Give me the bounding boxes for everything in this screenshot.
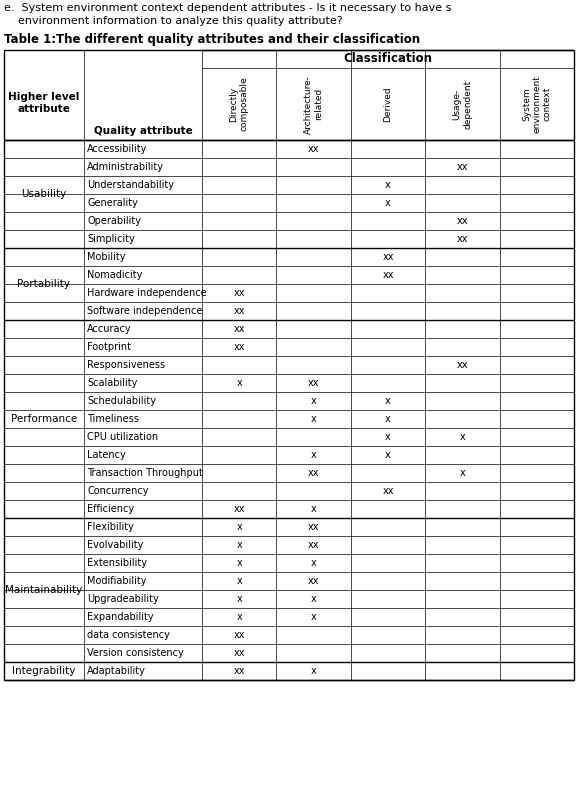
Text: Higher level
attribute: Higher level attribute (8, 92, 80, 114)
Text: x: x (459, 432, 465, 442)
Text: x: x (311, 414, 316, 424)
Text: Efficiency: Efficiency (87, 504, 134, 514)
Text: Flexibility: Flexibility (87, 522, 134, 532)
Text: xx: xx (456, 162, 468, 172)
Text: Integrability: Integrability (12, 666, 76, 676)
Text: Performance: Performance (11, 414, 77, 424)
Text: Expandability: Expandability (87, 612, 153, 622)
Text: x: x (237, 576, 242, 586)
Text: xx: xx (308, 576, 319, 586)
Text: System
environment
context: System environment context (522, 75, 552, 133)
Text: Timeliness: Timeliness (87, 414, 139, 424)
Text: Evolvability: Evolvability (87, 540, 143, 550)
Text: xx: xx (382, 486, 394, 496)
Text: xx: xx (308, 378, 319, 388)
Text: CPU utilization: CPU utilization (87, 432, 158, 442)
Text: xx: xx (456, 360, 468, 370)
Text: Table 1:: Table 1: (4, 33, 56, 46)
Text: Accessibility: Accessibility (87, 144, 147, 154)
Text: x: x (311, 666, 316, 676)
Text: xx: xx (308, 468, 319, 478)
Text: Maintainability: Maintainability (5, 585, 83, 595)
Text: Responsiveness: Responsiveness (87, 360, 165, 370)
Text: xx: xx (308, 144, 319, 154)
Text: data consistency: data consistency (87, 630, 170, 640)
Text: Simplicity: Simplicity (87, 234, 135, 244)
Text: x: x (311, 612, 316, 622)
Text: xx: xx (382, 270, 394, 280)
Text: Accuracy: Accuracy (87, 324, 132, 334)
Text: Concurrency: Concurrency (87, 486, 148, 496)
Text: Understandability: Understandability (87, 180, 174, 190)
Text: xx: xx (234, 342, 245, 352)
Text: xx: xx (456, 234, 468, 244)
Text: The different quality attributes and their classification: The different quality attributes and the… (56, 33, 420, 46)
Text: Quality attribute: Quality attribute (93, 126, 192, 136)
Text: Usage-
dependent: Usage- dependent (453, 80, 472, 129)
Text: Footprint: Footprint (87, 342, 131, 352)
Text: xx: xx (234, 648, 245, 658)
Text: Upgradeability: Upgradeability (87, 594, 159, 604)
Text: Latency: Latency (87, 450, 126, 460)
Text: xx: xx (456, 216, 468, 226)
Text: xx: xx (234, 288, 245, 298)
Text: Adaptability: Adaptability (87, 666, 146, 676)
Text: x: x (385, 396, 391, 406)
Text: Version consistency: Version consistency (87, 648, 183, 658)
Text: Classification: Classification (343, 52, 433, 65)
Text: Nomadicity: Nomadicity (87, 270, 143, 280)
Text: x: x (237, 612, 242, 622)
Text: x: x (311, 450, 316, 460)
Text: Portability: Portability (17, 279, 70, 289)
Text: Directly
composable: Directly composable (230, 76, 249, 131)
Text: environment information to analyze this quality attribute?: environment information to analyze this … (4, 16, 343, 26)
Text: Modifiability: Modifiability (87, 576, 147, 586)
Text: x: x (237, 594, 242, 604)
Text: Schedulability: Schedulability (87, 396, 156, 406)
Text: x: x (237, 378, 242, 388)
Text: x: x (385, 180, 391, 190)
Text: Generality: Generality (87, 198, 138, 208)
Text: Scalability: Scalability (87, 378, 137, 388)
Text: x: x (311, 396, 316, 406)
Text: x: x (385, 414, 391, 424)
Text: Mobility: Mobility (87, 252, 126, 262)
Text: Administrability: Administrability (87, 162, 164, 172)
Text: Extensibility: Extensibility (87, 558, 147, 568)
Text: Operability: Operability (87, 216, 141, 226)
Text: x: x (311, 594, 316, 604)
Text: x: x (385, 450, 391, 460)
Text: Transaction Throughput: Transaction Throughput (87, 468, 203, 478)
Text: x: x (385, 198, 391, 208)
Text: x: x (237, 540, 242, 550)
Text: xx: xx (234, 324, 245, 334)
Text: Architecture-
related: Architecture- related (304, 75, 323, 134)
Text: Software independence: Software independence (87, 306, 203, 316)
Text: xx: xx (308, 540, 319, 550)
Text: x: x (311, 504, 316, 514)
Text: e.  System environment context dependent attributes - Is it necessary to have s: e. System environment context dependent … (4, 3, 451, 13)
Text: x: x (237, 558, 242, 568)
Text: xx: xx (234, 306, 245, 316)
Text: xx: xx (382, 252, 394, 262)
Text: Hardware independence: Hardware independence (87, 288, 207, 298)
Text: Derived: Derived (384, 86, 392, 122)
Text: x: x (311, 558, 316, 568)
Text: xx: xx (234, 666, 245, 676)
Text: Usability: Usability (21, 189, 66, 199)
Text: xx: xx (234, 630, 245, 640)
Text: x: x (459, 468, 465, 478)
Text: x: x (385, 432, 391, 442)
Text: xx: xx (234, 504, 245, 514)
Text: x: x (237, 522, 242, 532)
Text: xx: xx (308, 522, 319, 532)
